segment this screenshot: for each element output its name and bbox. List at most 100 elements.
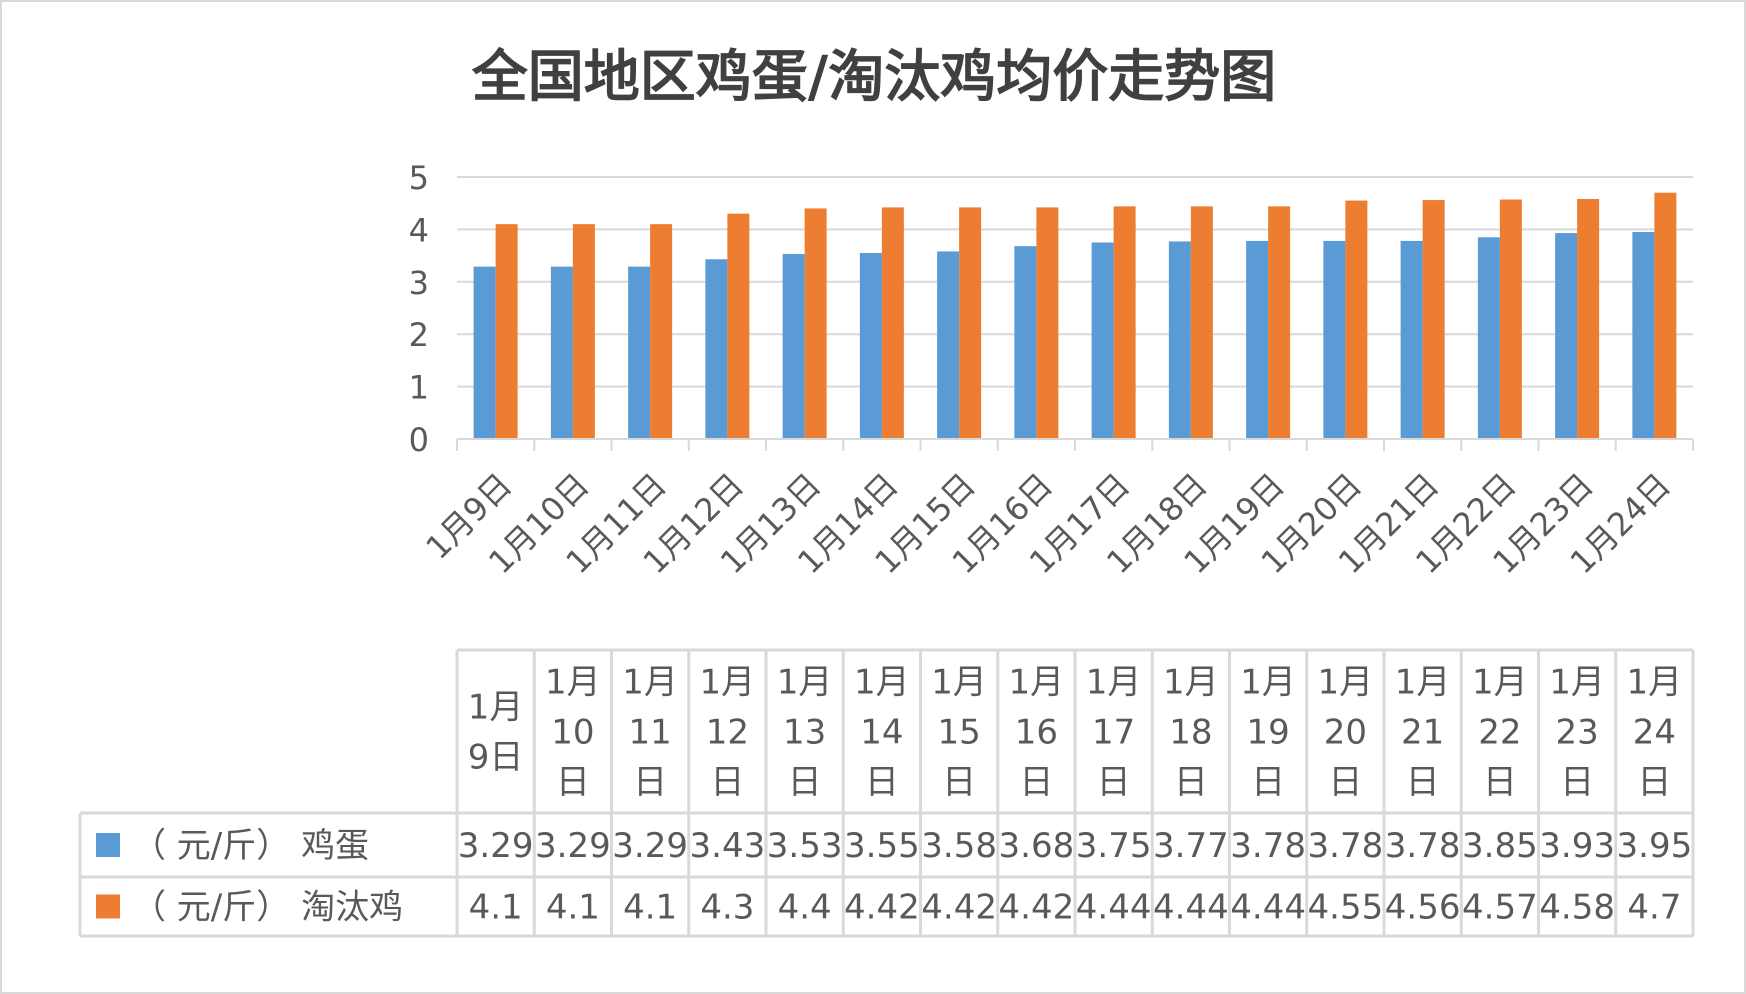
table-value-cell: 4.44 [1230, 888, 1306, 928]
bar-hen [495, 224, 518, 439]
table-header-cell: 1月 [1318, 663, 1374, 703]
bar-hen [650, 224, 673, 439]
table-value-cell: 3.78 [1308, 826, 1384, 866]
bar-egg [1246, 240, 1269, 439]
bar-egg [859, 252, 882, 439]
table-value-cell: 3.77 [1153, 826, 1229, 866]
bar-egg [1555, 233, 1578, 439]
table-header-cell: 1月 [545, 663, 601, 703]
table-header-cell: 23 [1555, 713, 1598, 753]
table-header-cell: 17 [1092, 713, 1135, 753]
chart-title: 全国地区鸡蛋/淘汰鸡均价走势图 [471, 45, 1276, 110]
bar-hen [1422, 200, 1445, 439]
table-value-cell: 3.68 [999, 826, 1075, 866]
table-header-cell: 日 [788, 763, 822, 803]
table-value-cell: 4.56 [1385, 888, 1461, 928]
bar-egg [1400, 240, 1423, 439]
table-value-cell: 4.44 [1153, 888, 1229, 928]
bar-hen [1190, 206, 1213, 439]
table-header-cell: 21 [1401, 713, 1444, 753]
table-header-cell: 1月 [931, 663, 987, 703]
bar-hen [572, 224, 595, 439]
bar-hen [1345, 200, 1368, 439]
legend-label: （ 元/斤） 鸡蛋 [132, 826, 369, 866]
table-header-cell: 13 [783, 713, 826, 753]
table-header-cell: 日 [556, 763, 590, 803]
table-value-cell: 3.53 [767, 826, 843, 866]
table-header-cell: 1月 [1395, 663, 1451, 703]
table-header-cell: 10 [551, 713, 594, 753]
bar-hen [1499, 199, 1522, 439]
y-tick-label: 0 [409, 421, 429, 459]
table-header-cell: 日 [633, 763, 667, 803]
bar-hen [881, 207, 904, 439]
y-tick-label: 2 [409, 316, 429, 354]
bar-hen [1268, 206, 1291, 439]
table-header-cell: 1月 [622, 663, 678, 703]
table-value-cell: 3.78 [1230, 826, 1306, 866]
table-header-cell: 1月 [1086, 663, 1142, 703]
table-value-cell: 3.93 [1539, 826, 1615, 866]
table-header-cell: 日 [1174, 763, 1208, 803]
table-header-cell: 日 [865, 763, 899, 803]
bar-hen [727, 213, 750, 439]
legend-key-hen [96, 894, 120, 919]
table-value-cell: 4.57 [1462, 888, 1538, 928]
table-header-cell: 12 [706, 713, 749, 753]
bar-hen [1654, 192, 1677, 439]
table-header-cell: 1月 [777, 663, 833, 703]
table-value-cell: 3.85 [1462, 826, 1538, 866]
table-header-cell: 1月 [854, 663, 910, 703]
table-header-cell: 1月 [1240, 663, 1296, 703]
table-value-cell: 4.58 [1539, 888, 1615, 928]
table-header-cell: 15 [937, 713, 980, 753]
table-value-cell: 3.29 [535, 826, 611, 866]
table-header-cell: 日 [1097, 763, 1131, 803]
table-value-cell: 4.1 [546, 888, 600, 928]
table-header-cell: 1月 [1009, 663, 1065, 703]
table-header-cell: 16 [1015, 713, 1058, 753]
table-value-cell: 4.7 [1627, 888, 1681, 928]
table-value-cell: 3.43 [690, 826, 766, 866]
table-value-cell: 3.75 [1076, 826, 1152, 866]
table-header-cell: 11 [628, 713, 671, 753]
table-header-cell: 日 [1483, 763, 1517, 803]
table-header-cell: 日 [1560, 763, 1594, 803]
bar-egg [550, 266, 573, 439]
y-tick-label: 4 [409, 211, 429, 249]
table-header-cell: 20 [1324, 713, 1367, 753]
table-header-cell: 日 [710, 763, 744, 803]
table-header-cell: 1月 [1627, 663, 1683, 703]
table-value-cell: 4.42 [844, 888, 920, 928]
table-header-cell: 18 [1169, 713, 1212, 753]
bar-hen [1113, 206, 1136, 439]
bar-egg [1477, 237, 1500, 439]
table-header-cell: 日 [1019, 763, 1053, 803]
bar-egg [628, 266, 651, 439]
table-header-cell: 1月 [1163, 663, 1219, 703]
table-header-cell: 日 [942, 763, 976, 803]
table-value-cell: 4.1 [623, 888, 677, 928]
table-header-cell: 日 [1406, 763, 1440, 803]
table-value-cell: 4.42 [999, 888, 1075, 928]
table-value-cell: 3.29 [612, 826, 688, 866]
table-value-cell: 3.95 [1617, 826, 1693, 866]
y-tick-label: 1 [409, 369, 429, 407]
bar-egg [1091, 242, 1114, 439]
table-value-cell: 4.3 [700, 888, 754, 928]
table-header-cell: 22 [1478, 713, 1521, 753]
table-header-cell: 日 [1637, 763, 1671, 803]
table-value-cell: 3.78 [1385, 826, 1461, 866]
bar-hen [804, 208, 827, 439]
table-value-cell: 3.55 [844, 826, 920, 866]
table-header-cell: 19 [1246, 713, 1289, 753]
bar-egg [782, 254, 805, 439]
bar-egg [1323, 240, 1346, 439]
table-header-cell: 1月 [1549, 663, 1605, 703]
table-value-cell: 4.44 [1076, 888, 1152, 928]
y-tick-label: 3 [409, 264, 429, 302]
table-value-cell: 3.58 [921, 826, 997, 866]
